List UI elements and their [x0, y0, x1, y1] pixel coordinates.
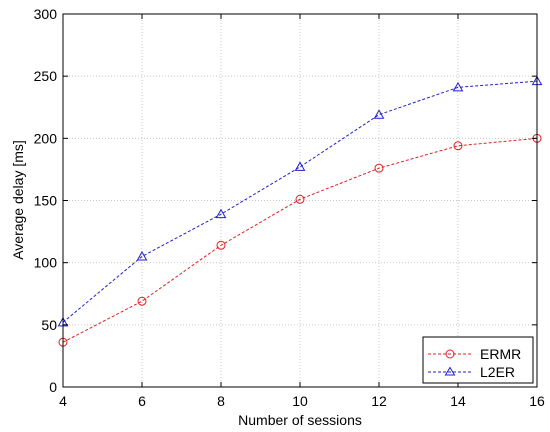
- x-tick-label: 12: [371, 393, 387, 409]
- x-tick-labels: 4 6 8 10 12 14 16: [59, 393, 545, 409]
- x-tick-label: 16: [529, 393, 545, 409]
- legend-label-ermr: ERMR: [480, 346, 521, 362]
- legend: ERMR L2ER: [422, 336, 534, 384]
- y-tick-label: 250: [34, 68, 58, 84]
- series-lines: [62, 80, 538, 343]
- x-tick-label: 8: [217, 393, 225, 409]
- y-tick-label: 0: [49, 379, 57, 395]
- y-tick-label: 50: [41, 317, 57, 333]
- data-point-ermr: [453, 141, 463, 151]
- legend-marker-ermr: [445, 349, 455, 359]
- x-tick-label: 14: [450, 393, 466, 409]
- data-point-ermr: [137, 296, 147, 306]
- x-tick-label: 4: [59, 393, 67, 409]
- y-tick-label: 100: [34, 255, 58, 271]
- data-point-ermr: [374, 163, 384, 173]
- data-point-ermr: [216, 240, 226, 250]
- legend-box: [422, 336, 534, 384]
- data-point-l2er: [136, 250, 148, 261]
- grid-lines: [63, 14, 537, 387]
- x-tick-label: 6: [138, 393, 146, 409]
- y-tick-label: 150: [34, 193, 58, 209]
- y-tick-labels: 0 50 100 150 200 250 300: [34, 6, 58, 395]
- data-point-ermr: [295, 194, 305, 204]
- x-axis-title: Number of sessions: [238, 412, 362, 428]
- y-axis-title: Average delay [ms]: [10, 140, 26, 260]
- data-point-l2er: [373, 109, 385, 119]
- y-tick-label: 200: [34, 130, 58, 146]
- data-point-l2er: [452, 81, 464, 92]
- legend-marker-l2er: [444, 366, 456, 376]
- y-tick-label: 300: [34, 6, 58, 22]
- axis-ticks: [62, 13, 538, 388]
- x-tick-label: 10: [292, 393, 308, 409]
- series-line-ermr: [62, 137, 538, 343]
- data-point-l2er: [215, 208, 227, 219]
- series-line-l2er: [62, 80, 538, 323]
- legend-label-l2er: L2ER: [480, 364, 515, 380]
- data-point-l2er: [294, 161, 306, 171]
